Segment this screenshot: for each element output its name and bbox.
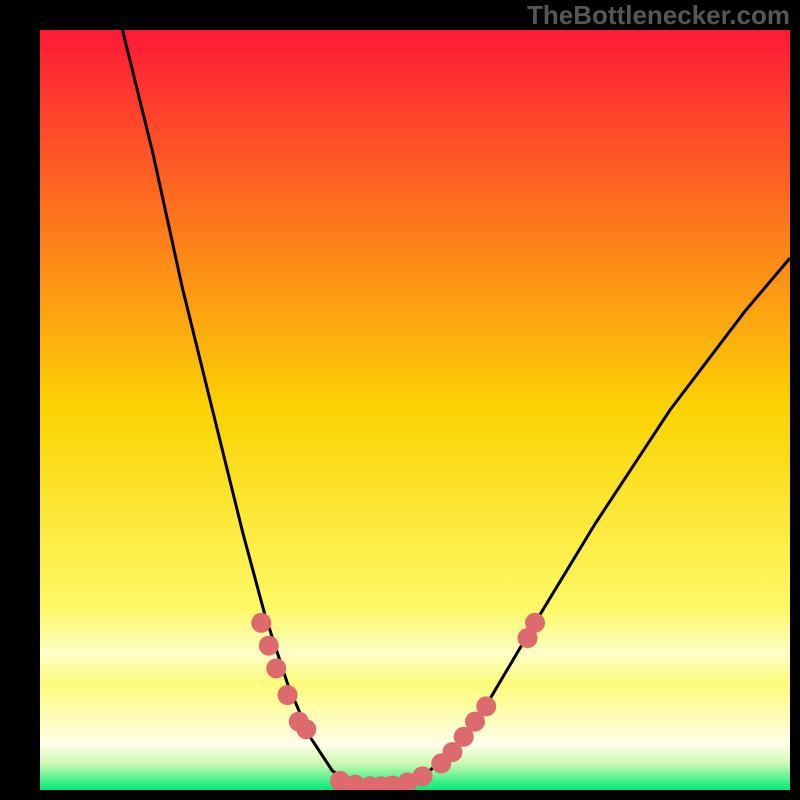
data-marker [296, 719, 316, 739]
watermark-text: TheBottlenecker.com [527, 0, 790, 31]
figure-root: TheBottlenecker.com [0, 0, 800, 800]
data-marker [266, 658, 286, 678]
data-marker [251, 613, 271, 633]
data-marker [278, 685, 298, 705]
data-marker [525, 613, 545, 633]
data-marker [476, 696, 496, 716]
chart-svg [0, 0, 800, 800]
data-marker [259, 636, 279, 656]
data-marker [413, 766, 433, 786]
plot-background [40, 30, 790, 790]
